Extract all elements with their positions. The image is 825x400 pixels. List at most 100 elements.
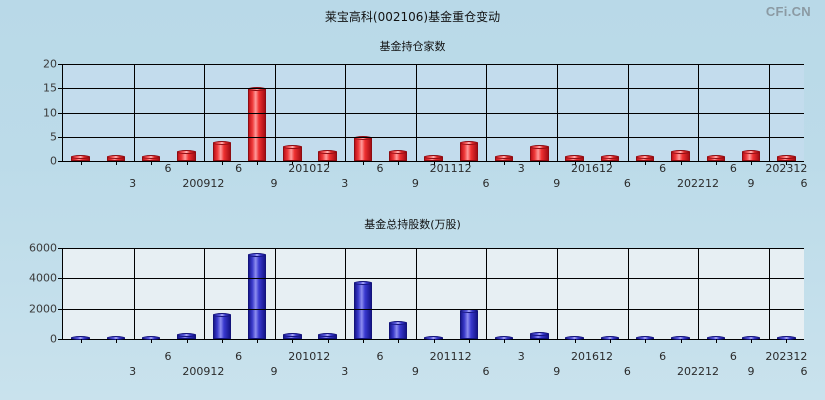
top-chart-x-tick-mark bbox=[575, 161, 576, 165]
top-chart-y-tick-label: 15 bbox=[43, 81, 57, 95]
top-chart-vertical-gridline bbox=[769, 64, 770, 161]
bottom-chart-vertical-gridline bbox=[134, 248, 135, 339]
top-chart-bar bbox=[424, 155, 444, 161]
top-chart-x-label: 202212 bbox=[676, 177, 719, 190]
bottom-chart-x-label: 3 bbox=[517, 350, 525, 363]
bottom-chart-bar bbox=[706, 336, 726, 340]
top-chart-x-label: 6 bbox=[164, 162, 172, 175]
top-chart-vertical-gridline bbox=[416, 64, 417, 161]
bottom-chart-x-label: 6 bbox=[659, 350, 667, 363]
top-chart-y-tick-label: 20 bbox=[43, 57, 57, 71]
top-chart-y-tick-mark bbox=[58, 161, 63, 162]
bottom-chart-x-tick-mark bbox=[539, 339, 540, 343]
top-chart-vertical-gridline bbox=[345, 64, 346, 161]
bottom-chart-x-label: 9 bbox=[270, 365, 278, 378]
bottom-chart-bar bbox=[565, 336, 585, 340]
top-chart-x-label: 201612 bbox=[571, 162, 613, 175]
bottom-chart-x-label: 201612 bbox=[571, 350, 613, 363]
bottom-chart-x-tick-mark bbox=[434, 339, 435, 343]
bottom-chart-bar bbox=[353, 281, 373, 339]
top-chart-x-tick-mark bbox=[434, 161, 435, 165]
top-chart-vertical-gridline bbox=[204, 64, 205, 161]
bottom-chart-x-tick-mark bbox=[681, 339, 682, 343]
top-chart-bar bbox=[106, 155, 126, 161]
bottom-chart-bar bbox=[389, 321, 408, 339]
bottom-chart-x-tick-mark bbox=[81, 339, 82, 343]
top-chart-vertical-gridline bbox=[486, 64, 487, 161]
bottom-chart-x-label: 3 bbox=[341, 365, 349, 378]
top-chart-y-tick-label: 5 bbox=[50, 130, 57, 144]
bottom-chart-x-tick-mark bbox=[292, 339, 293, 343]
bottom-chart-x-tick-mark bbox=[504, 339, 505, 343]
bottom-chart-x-tick-mark bbox=[610, 339, 611, 343]
top-chart-x-tick-mark bbox=[751, 161, 752, 165]
bottom-chart-y-tick-mark bbox=[58, 339, 63, 340]
top-chart-x-label: 201112 bbox=[429, 162, 472, 175]
top-chart-x-label: 3 bbox=[129, 177, 137, 190]
top-chart-x-label: 6 bbox=[482, 177, 490, 190]
top-chart-bar bbox=[706, 155, 726, 161]
top-chart-bar bbox=[565, 155, 585, 161]
top-chart-x-tick-mark bbox=[151, 161, 152, 165]
bottom-chart-y-tick-mark bbox=[58, 278, 63, 280]
bottom-chart-x-label: 9 bbox=[747, 365, 755, 378]
bottom-chart-gridline bbox=[63, 308, 804, 310]
bottom-chart-bar bbox=[212, 312, 232, 339]
bottom-chart-x-label: 202212 bbox=[676, 365, 719, 378]
top-chart-y-tick-mark bbox=[58, 88, 63, 90]
top-chart-gridline bbox=[63, 112, 804, 114]
top-chart-bar bbox=[212, 140, 232, 161]
bottom-chart-x-label: 3 bbox=[129, 365, 137, 378]
top-chart-x-label: 9 bbox=[553, 177, 561, 190]
bottom-chart-subtitle: 基金总持股数(万股) bbox=[364, 218, 461, 231]
top-chart-x-label: 3 bbox=[517, 162, 525, 175]
top-chart-x-tick-mark bbox=[398, 161, 399, 165]
top-chart-bar bbox=[177, 150, 197, 161]
bottom-chart-bar bbox=[424, 335, 444, 341]
bottom-chart-x-label: 6 bbox=[623, 365, 631, 378]
top-chart-bar bbox=[777, 155, 796, 161]
top-chart-x-tick-mark bbox=[681, 161, 682, 165]
bottom-chart-y-tick-label: 0 bbox=[50, 332, 57, 346]
top-chart-y-tick-label: 0 bbox=[50, 154, 57, 168]
bottom-chart-bars bbox=[63, 248, 804, 341]
top-chart-x-tick-mark bbox=[504, 161, 505, 165]
top-chart-panel: 0 5 10 15 20 bbox=[0, 52, 825, 197]
bottom-chart-x-tick-mark bbox=[751, 339, 752, 343]
top-chart-x-label: 202312 bbox=[765, 162, 808, 175]
bottom-chart-x-tick-mark bbox=[151, 339, 152, 343]
top-chart-bar bbox=[283, 145, 302, 161]
bottom-chart-y-tick-label: 2000 bbox=[29, 302, 57, 316]
bottom-chart-x-tick-mark bbox=[116, 339, 117, 343]
top-chart-x-label: 200912 bbox=[182, 177, 225, 190]
top-chart-bar bbox=[353, 135, 373, 161]
top-chart-plot-area: 0 5 10 15 20 bbox=[43, 58, 804, 168]
top-chart-x-tick-mark bbox=[257, 161, 258, 165]
bottom-chart-x-tick-mark bbox=[786, 339, 787, 343]
top-chart-x-tick-mark bbox=[81, 161, 82, 165]
bottom-chart-x-label: 200912 bbox=[182, 365, 225, 378]
top-chart-vertical-gridline bbox=[698, 64, 699, 161]
top-chart-x-label: 3 bbox=[341, 177, 349, 190]
top-chart-x-tick-mark bbox=[786, 161, 787, 165]
bottom-chart-bar bbox=[600, 336, 620, 340]
bottom-chart-x-label: 9 bbox=[553, 365, 561, 378]
bottom-chart-vertical-gridline bbox=[275, 248, 276, 339]
top-chart-x-tick-mark bbox=[292, 161, 293, 165]
bottom-chart-vertical-gridline bbox=[416, 248, 417, 339]
top-chart-x-tick-mark bbox=[645, 161, 646, 165]
top-chart-subtitle: 基金持仓家数 bbox=[379, 40, 446, 53]
bottom-chart-x-label: 6 bbox=[800, 365, 808, 378]
bottom-chart-x-tick-mark bbox=[575, 339, 576, 343]
top-chart-bar bbox=[459, 140, 479, 161]
top-chart-x-tick-mark bbox=[610, 161, 611, 165]
bottom-chart-bar bbox=[177, 332, 197, 339]
top-chart-gridline bbox=[63, 88, 804, 90]
bottom-chart-x-tick-mark bbox=[363, 339, 364, 343]
top-chart-y-tick-mark bbox=[58, 112, 63, 114]
bottom-chart-vertical-gridline bbox=[628, 248, 629, 339]
bottom-chart-y-tick-mark bbox=[58, 248, 63, 249]
bottom-chart-x-tick-mark bbox=[187, 339, 188, 343]
bottom-chart-x-label: 6 bbox=[729, 350, 737, 363]
bottom-chart-x-tick-mark bbox=[257, 339, 258, 343]
